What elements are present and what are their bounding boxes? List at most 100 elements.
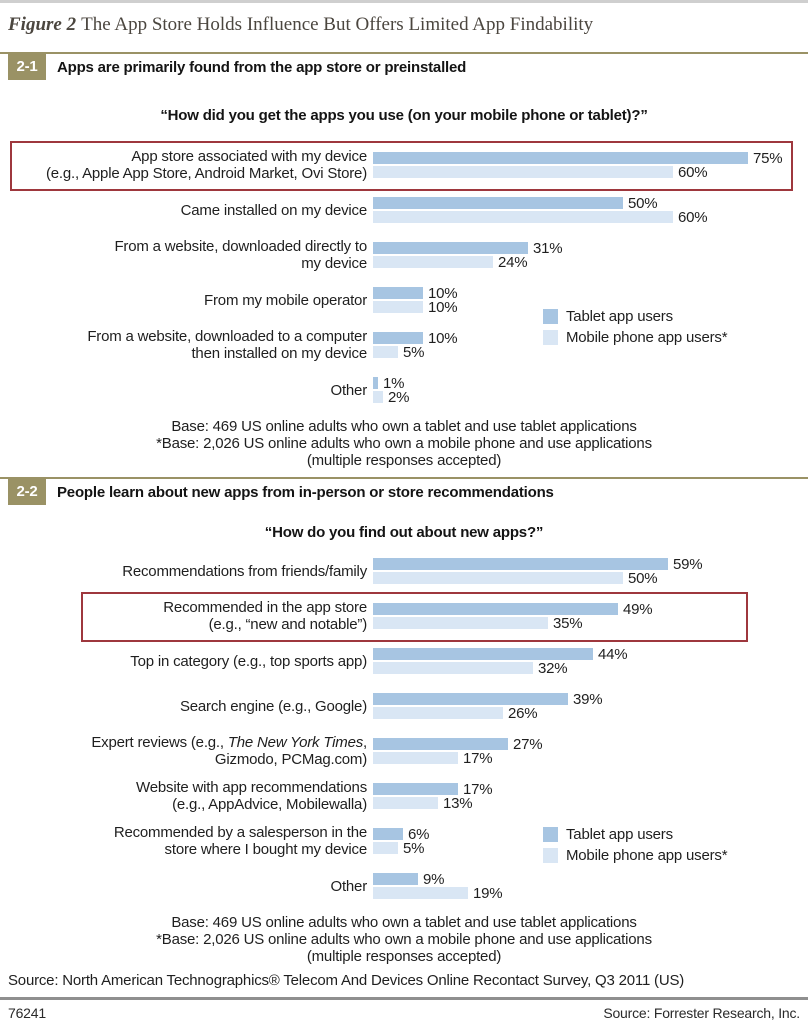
tablet-barline: 50% [373,196,707,211]
chart-row: Other 9% 19% [0,869,808,903]
tablet-bar [373,242,528,254]
row-bars: 1% 2% [373,376,409,405]
chart-row: Recommended by a salesperson in the store… [0,824,808,858]
section-badge: 2-2 [8,479,46,505]
chart-row: Website with app recommendations (e.g., A… [0,779,808,813]
chart-row: Recommended in the app store (e.g., “new … [0,592,808,642]
row-label: Recommended in the app store (e.g., “new … [163,599,367,633]
tablet-value: 27% [513,735,543,753]
tablet-barline: 9% [373,872,502,887]
mobile-value: 17% [463,749,493,767]
tablet-bar [373,783,458,795]
tablet-bar [373,332,423,344]
tablet-bar [373,152,748,164]
tablet-barline: 1% [373,376,409,391]
tablet-barline: 59% [373,557,703,572]
chart-row: Other 1% 2% [0,373,808,407]
tablet-value: 6% [408,825,430,843]
row-label: Other [330,381,367,399]
row-bars: 17% 13% [373,780,493,811]
legend: Tablet app users Mobile phone app users* [543,306,728,348]
tablet-swatch-icon [543,309,558,324]
row-bars: 75% 60% [373,149,783,181]
base-note-mobile: *Base: 2,026 US online adults who own a … [156,435,652,452]
mobile-bar [373,887,468,899]
row-label: From a website, downloaded directly to my… [114,238,367,272]
chart-row: From my mobile operator 10% 10% [0,283,808,317]
row-label: From a website, downloaded to a computer… [87,328,367,362]
tablet-barline: 49% [373,602,653,617]
mobile-barline: 5% [373,345,457,360]
row-bars: 59% 50% [373,557,703,586]
tablet-value: 17% [463,780,493,798]
tablet-value: 31% [533,239,563,257]
mobile-bar [373,572,623,584]
chart-row: From a website, downloaded directly to my… [0,238,808,272]
legend-item-tablet: Tablet app users [543,824,727,845]
base-notes: Base: 469 US online adults who own a tab… [0,914,808,965]
base-note-multiple: (multiple responses accepted) [306,452,502,469]
tablet-bar [373,558,668,570]
section-chart-2-1: 2-1 Apps are primarily found from the ap… [0,52,808,469]
tablet-barline: 10% [373,331,458,346]
mobile-barline: 5% [373,839,429,857]
mobile-barline: 24% [373,253,562,271]
tablet-barline: 6% [373,825,430,843]
row-bars: 6% 5% [373,825,430,857]
mobile-bar [373,211,673,223]
mobile-bar [373,256,493,268]
row-bars: 50% 60% [373,196,708,225]
legend-label-tablet: Tablet app users [566,308,673,325]
base-note-multiple: (multiple responses accepted) [306,948,502,965]
mobile-barline: 35% [373,616,652,631]
tablet-barline: 10% [373,284,458,302]
chart-question: “How did you get the apps you use (on yo… [160,107,648,124]
chart-row: Recommendations from friends/family 59% … [0,554,808,588]
base-note-mobile: *Base: 2,026 US online adults who own a … [156,931,652,948]
mobile-value: 5% [403,839,425,857]
mobile-value: 60% [678,163,708,181]
mobile-value: 24% [498,253,528,271]
base-notes: Base: 469 US online adults who own a tab… [0,418,808,469]
mobile-barline: 2% [373,390,409,405]
legend-label-tablet: Tablet app users [566,826,673,843]
chart-row: App store associated with my device (e.g.… [0,141,808,191]
mobile-bar [373,346,398,358]
mobile-barline: 10% [373,300,458,315]
mobile-barline: 60% [373,210,708,225]
row-bars: 31% 24% [373,239,563,271]
tablet-bar [373,287,423,299]
tablet-bar [373,873,418,885]
chart-row: Came installed on my device 50% 60% [0,193,808,227]
row-bars: 44% 32% [373,647,628,676]
tablet-value: 39% [573,690,603,708]
figure-title: Figure 2 The App Store Holds Influence Bu… [0,3,808,37]
row-label: Search engine (e.g., Google) [179,697,367,715]
chart-row: Top in category (e.g., top sports app) 4… [0,644,808,678]
tablet-bar [373,648,593,660]
chart-question: “How do you find out about new apps?” [264,524,544,541]
mobile-bar [373,391,383,403]
tablet-barline: 27% [373,735,543,753]
tablet-bar [373,693,568,705]
tablet-bar [373,738,508,750]
section-badge: 2-1 [8,54,46,80]
row-label: App store associated with my device (e.g.… [45,148,367,182]
chart-row: Expert reviews (e.g., The New York Times… [0,734,808,768]
figure-title-text: The App Store Holds Influence But Offers… [81,14,594,35]
tablet-value: 75% [753,149,783,167]
footer: 76241 Source: Forrester Research, Inc. [8,1005,800,1021]
row-bars: 10% 10% [373,284,458,315]
footer-source: Source: Forrester Research, Inc. [603,1005,800,1021]
mobile-barline: 17% [373,749,542,767]
mobile-barline: 13% [373,796,492,811]
mobile-bar [373,797,438,809]
mobile-bar [373,617,548,629]
row-label: From my mobile operator [204,291,367,309]
row-label: Recommended by a salesperson in the store… [113,824,367,858]
tablet-value: 10% [428,284,458,302]
tablet-barline: 17% [373,780,493,798]
legend-item-mobile: Mobile phone app users* [543,845,728,866]
mobile-barline: 19% [373,886,503,901]
row-label: Came installed on my device [180,201,368,219]
